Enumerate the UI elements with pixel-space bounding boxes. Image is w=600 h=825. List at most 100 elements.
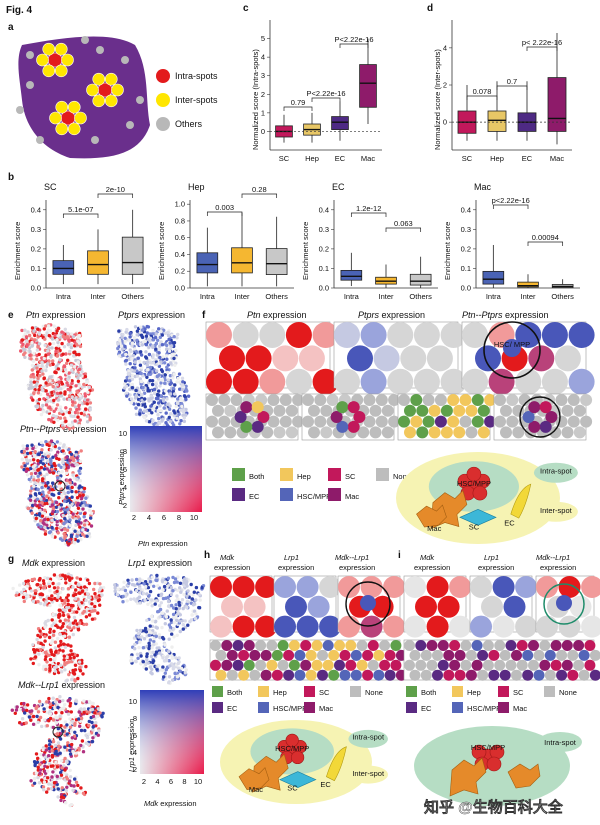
spot (66, 507, 70, 511)
spot (136, 656, 140, 660)
spot (133, 325, 138, 329)
spot (32, 495, 36, 500)
spot (26, 330, 30, 334)
spot (60, 470, 64, 474)
tile-spot (471, 415, 484, 428)
spot (142, 665, 146, 669)
panel-g-label: g (8, 554, 14, 565)
spot (140, 366, 144, 370)
spot (167, 649, 171, 654)
map-title-mdk-lrp1: Mdk--Lrp1 expression (18, 680, 105, 690)
spot (77, 486, 81, 490)
spot (96, 611, 100, 615)
spot (42, 467, 47, 471)
spot (128, 387, 132, 392)
spot (70, 489, 74, 494)
spot (48, 406, 52, 410)
spot (31, 465, 35, 469)
spot (48, 712, 53, 716)
spot (56, 334, 60, 338)
spot (63, 609, 67, 613)
tile-spot (515, 368, 542, 395)
panel-g: g Mdk expression Lrp1 expression Mdk--Lr… (8, 554, 206, 808)
spot (30, 577, 34, 582)
i-header-mdk-sub: expression (414, 563, 450, 572)
spot (84, 733, 88, 737)
box-intra (340, 269, 363, 281)
mac-cell-2 (416, 504, 447, 528)
spot (48, 530, 53, 534)
spot (14, 593, 18, 597)
spot (147, 411, 151, 415)
scale-x-tick: 4 (147, 513, 151, 522)
pvalue-label: P<2.22e-16 (307, 89, 346, 98)
spot (42, 376, 46, 381)
spot (159, 593, 163, 598)
spot (125, 599, 129, 603)
panel-b-ylabel: Enrichment score (157, 222, 166, 280)
spot (123, 594, 128, 598)
tile-spot (415, 595, 437, 618)
y-tick-label: 3 (261, 71, 265, 80)
spot (53, 619, 58, 623)
x-tick-label: Mac (361, 154, 375, 163)
tile-spot (422, 394, 435, 406)
spot (167, 623, 172, 627)
spot (77, 341, 82, 345)
tile-spot (388, 415, 401, 428)
spot (55, 364, 59, 368)
spot (46, 517, 50, 522)
spot (56, 651, 60, 655)
spot (23, 355, 27, 359)
spot (93, 600, 98, 604)
pvalue-label: 0.79 (291, 98, 306, 107)
spot (76, 539, 80, 543)
spot (61, 385, 66, 389)
spot (54, 453, 58, 458)
spot (61, 642, 66, 646)
panel-d-label: d (427, 3, 433, 14)
spot (44, 498, 49, 503)
spot (90, 707, 95, 712)
tile-spot (232, 640, 244, 651)
spot (92, 587, 96, 592)
tile-spot (305, 669, 317, 681)
ec-label: EC (320, 780, 331, 789)
pvalue-label: P<2.22e-16 (335, 35, 374, 44)
spot (175, 618, 179, 623)
spot (163, 622, 167, 626)
spot (152, 636, 156, 641)
spot (23, 332, 28, 336)
inter-spot (42, 42, 56, 56)
spot (71, 512, 75, 516)
inter-spot (67, 122, 81, 136)
spot (171, 575, 175, 580)
spot (39, 460, 43, 464)
inter-spot-tag (348, 765, 389, 784)
spot (45, 467, 49, 471)
tile-spot (294, 649, 306, 661)
spot (73, 777, 77, 781)
tile-spot (426, 576, 449, 598)
spot (133, 647, 137, 651)
spot (180, 387, 185, 392)
spot (29, 489, 33, 493)
legend-label: Hep (467, 688, 481, 697)
spot (156, 338, 160, 342)
x-tick-label: Others (265, 292, 288, 301)
spot (145, 654, 149, 659)
cell-spot (251, 420, 264, 433)
spot (139, 654, 143, 658)
spot (171, 589, 175, 593)
spot (171, 612, 176, 617)
spot (26, 579, 30, 583)
panel-b-ylabel: Enrichment score (443, 222, 452, 280)
panel-b-title: Mac (474, 182, 492, 192)
mac-cell-i (449, 757, 487, 797)
spot (48, 630, 52, 634)
spot (158, 384, 162, 388)
spot (96, 707, 101, 711)
spot (50, 618, 54, 622)
spot (68, 478, 72, 482)
